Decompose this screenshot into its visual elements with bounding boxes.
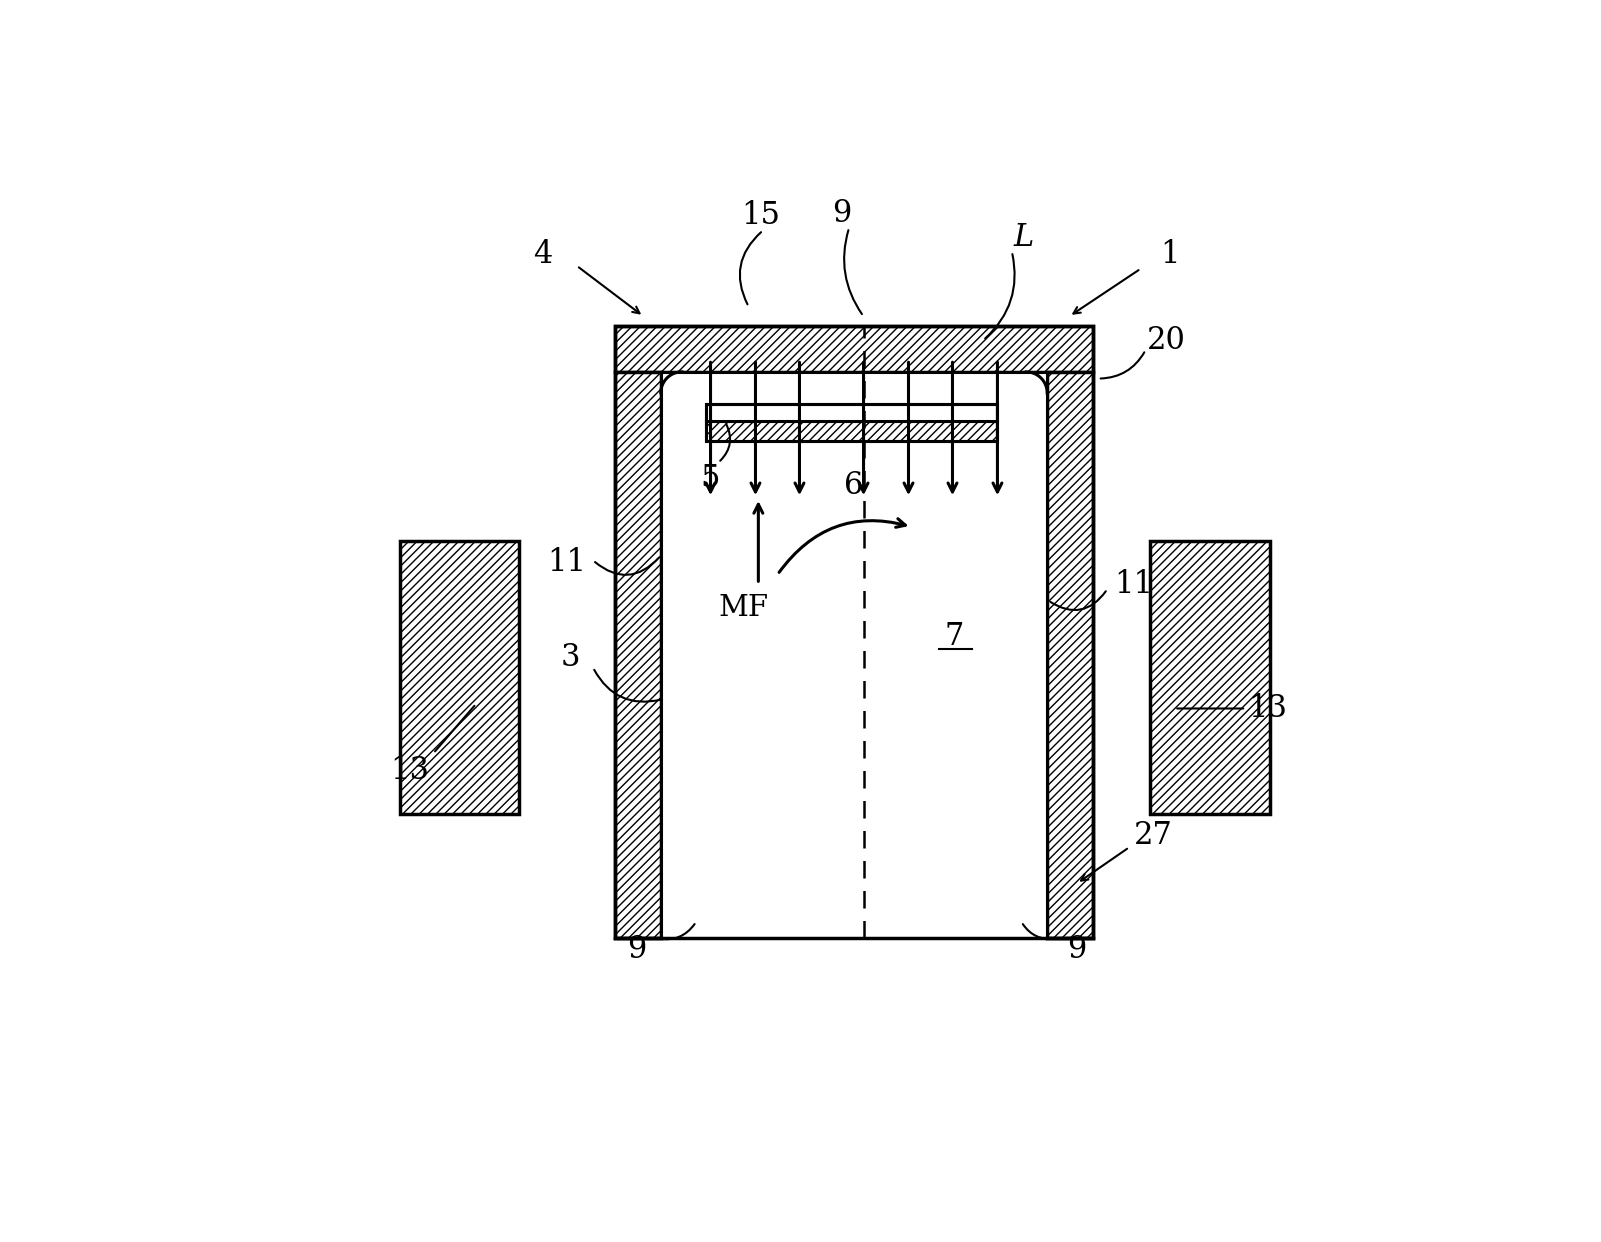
Bar [1151,542,1270,814]
Text: 7: 7 [945,621,964,652]
Bar [1047,371,1093,938]
Text: 9: 9 [628,934,647,965]
Text: 4: 4 [533,238,552,270]
Text: 13: 13 [1249,693,1287,724]
Text: 11: 11 [1114,569,1154,600]
Text: 6: 6 [844,471,863,502]
Text: L: L [1013,221,1033,252]
Bar [400,542,519,814]
Bar [615,371,661,938]
Text: 5: 5 [701,463,720,494]
Bar [661,371,1047,938]
Bar [706,405,997,421]
Text: 15: 15 [741,200,781,231]
Text: 1: 1 [1159,238,1180,270]
Bar [706,421,997,441]
Text: 3: 3 [560,642,580,673]
Text: 20: 20 [1148,325,1186,355]
Bar [706,405,997,441]
Bar [615,325,1093,938]
Text: 9: 9 [833,197,852,229]
Bar [615,325,1093,371]
Text: 11: 11 [548,546,586,578]
Text: 27: 27 [1134,820,1174,851]
Text: MF: MF [719,594,768,622]
Text: 9: 9 [1068,934,1087,965]
Text: 13: 13 [389,755,429,786]
